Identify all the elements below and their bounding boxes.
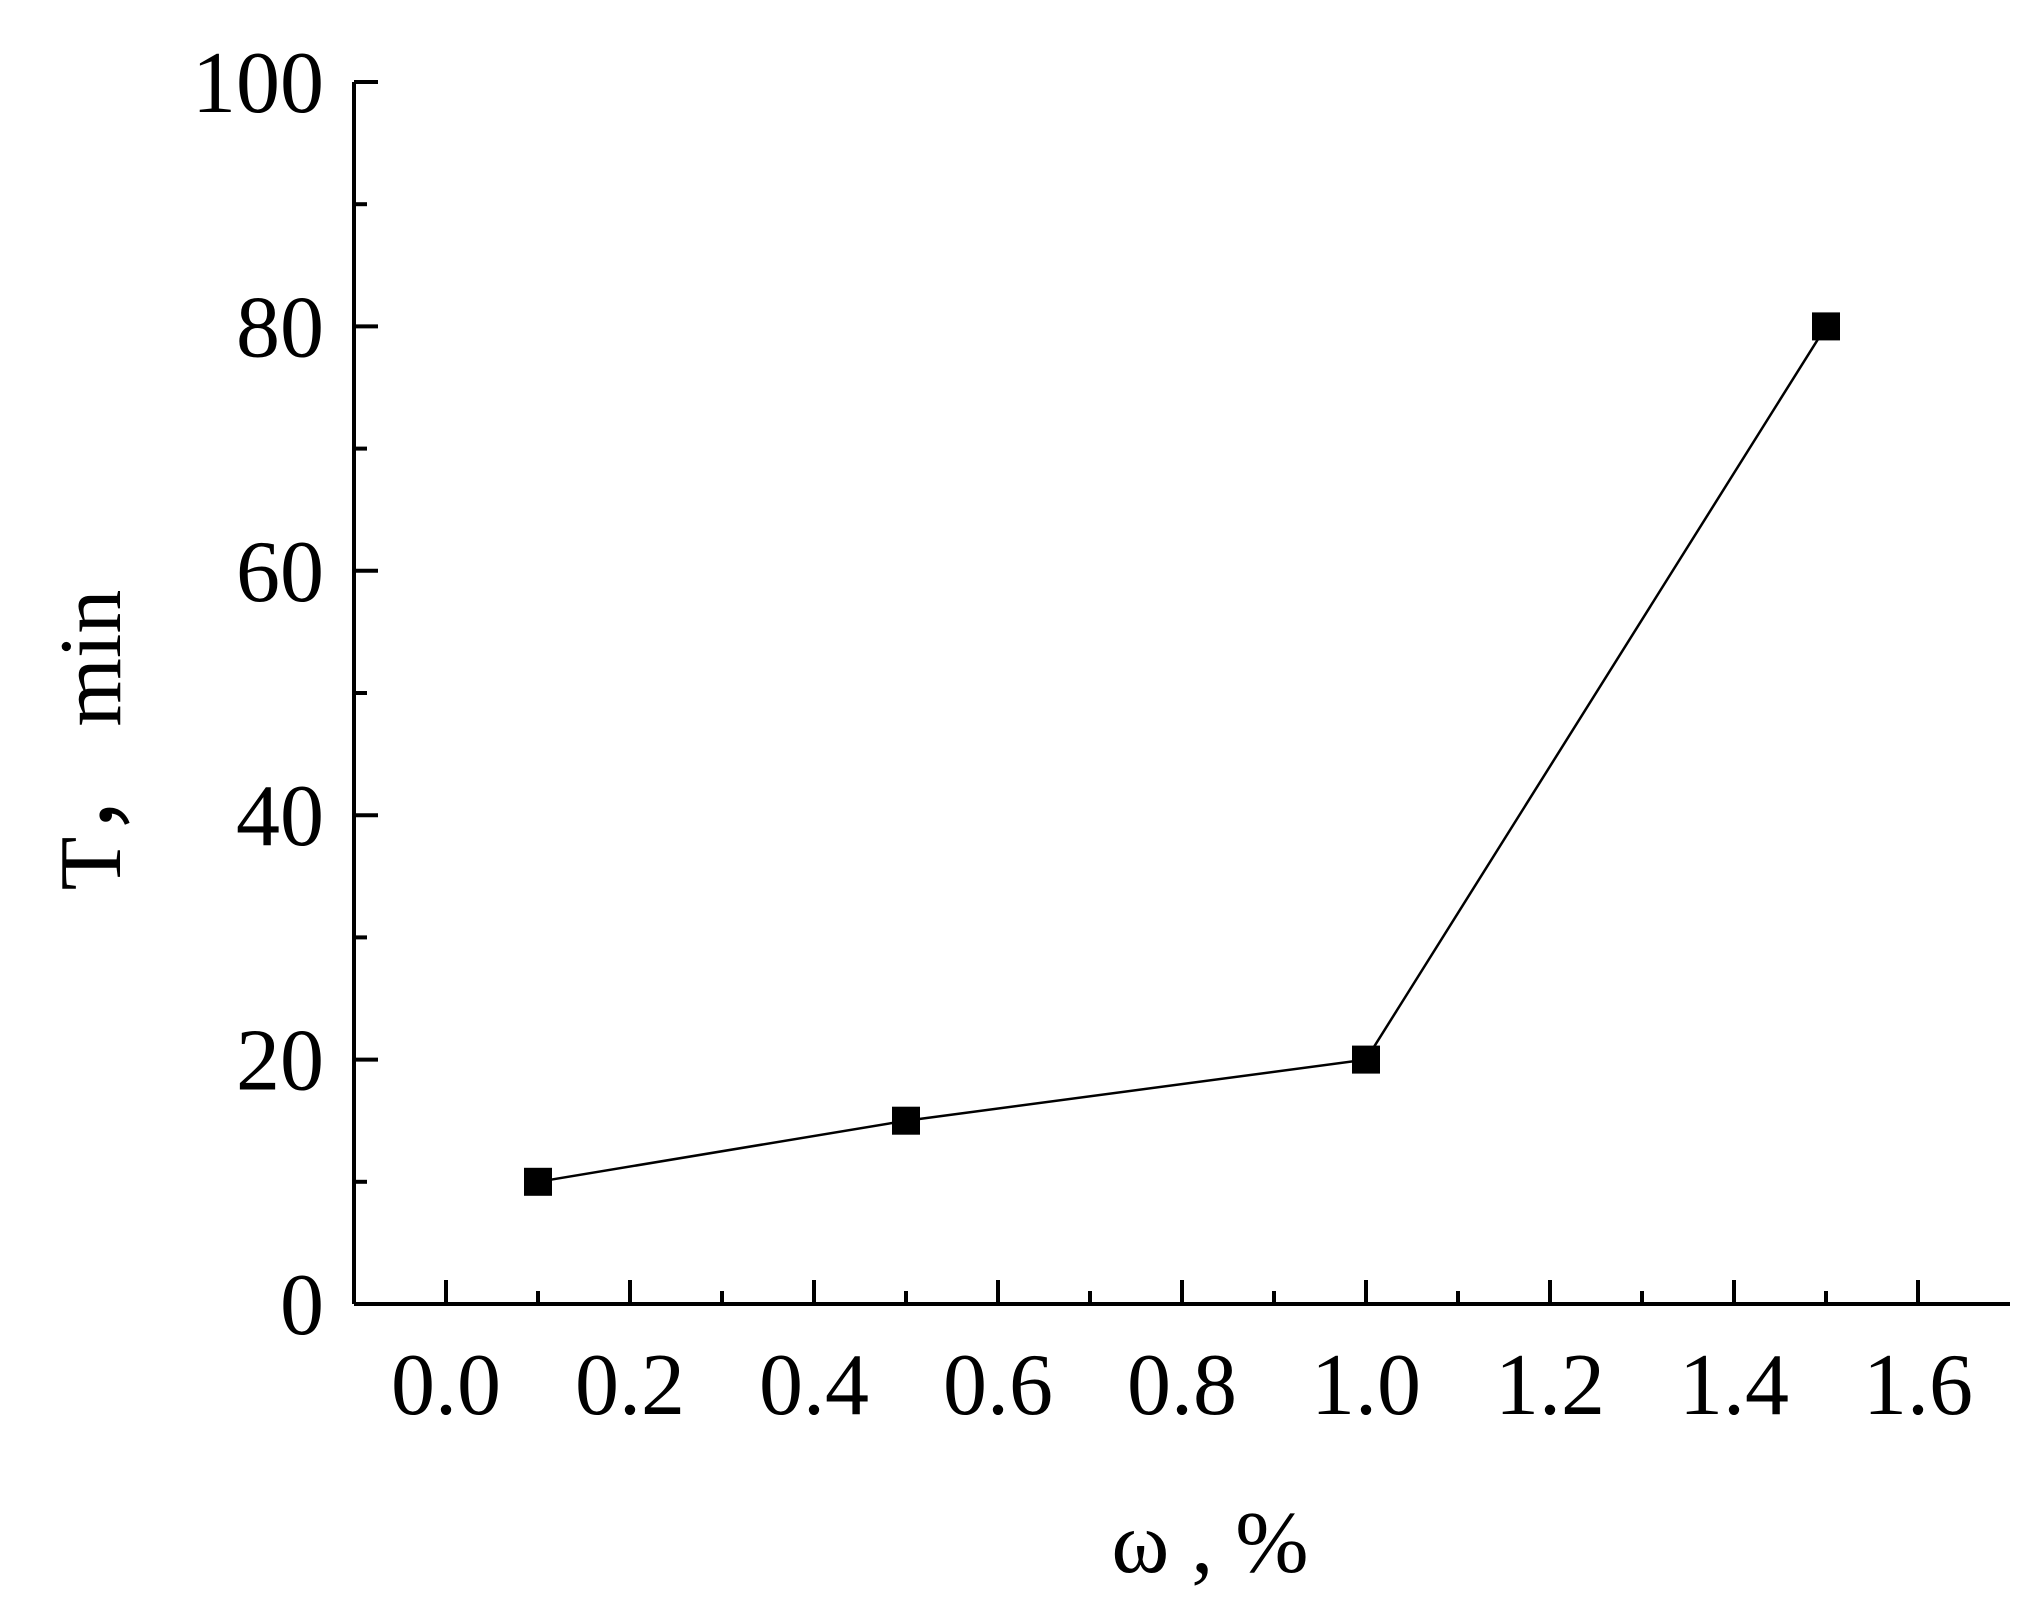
data-point-marker bbox=[892, 1106, 920, 1135]
x-tick-label: 1.6 bbox=[1863, 1337, 1973, 1434]
x-axis-title: ω , % bbox=[1111, 1495, 1308, 1592]
data-point-marker bbox=[524, 1167, 552, 1196]
data-point-marker bbox=[1812, 312, 1840, 341]
x-tick-label: 0.6 bbox=[943, 1337, 1053, 1434]
y-tick-label: 60 bbox=[236, 524, 324, 621]
x-tick-label: 1.2 bbox=[1495, 1337, 1605, 1434]
y-tick-label: 40 bbox=[236, 768, 324, 865]
x-tick-label: 0.4 bbox=[759, 1337, 869, 1434]
plot-area: 0 20 40 60 80 100 0.0 0.2 0.4 0.6 0.8 1.0 1.2 1.4 1.6 bbox=[192, 35, 2010, 1434]
x-tick-label: 0.8 bbox=[1127, 1337, 1237, 1434]
x-tick-label: 0.0 bbox=[391, 1337, 501, 1434]
y-tick-label: 20 bbox=[236, 1013, 324, 1110]
y-tick-label: 80 bbox=[236, 279, 324, 376]
y-tick-label: 0 bbox=[280, 1257, 324, 1354]
y-axis-title: T， min bbox=[43, 590, 140, 891]
series-line bbox=[537, 325, 1828, 1184]
x-tick-label: 0.2 bbox=[575, 1337, 685, 1434]
x-tick-label: 1.4 bbox=[1679, 1337, 1789, 1434]
y-tick-label: 100 bbox=[192, 35, 324, 132]
data-point-marker bbox=[1352, 1045, 1380, 1074]
x-tick-label: 1.0 bbox=[1311, 1337, 1421, 1434]
